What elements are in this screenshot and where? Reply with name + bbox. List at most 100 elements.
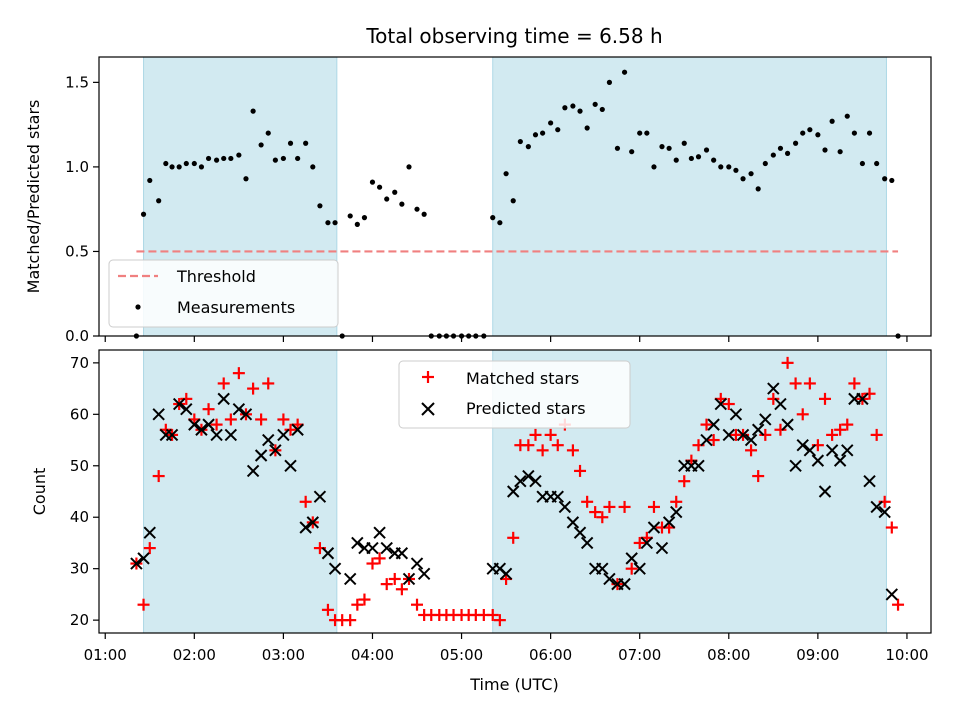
matched-star-point: [366, 557, 379, 570]
measurement-point: [163, 160, 169, 167]
count-panel: 20 30 40 50 60 70 01:00 02:00 03:00 04:00 05:00 06…: [30, 349, 932, 694]
predicted-star-point: [246, 464, 260, 478]
measurement-point: [695, 154, 702, 160]
shaded-interval: [492, 56, 887, 337]
matched-star-point: [143, 542, 156, 555]
predicted-star-point: [803, 444, 817, 457]
predicted-star-point: [781, 418, 794, 431]
predicted-star-point: [841, 444, 854, 457]
matched-star-point: [529, 428, 542, 441]
shaded-interval: [143, 349, 338, 634]
predicted-star-point: [306, 516, 319, 529]
bottom-y-axis-title: Count: [30, 468, 49, 516]
measurement-point: [295, 155, 301, 162]
predicted-star-point: [692, 459, 705, 472]
matched-star-point: [544, 428, 557, 441]
y-tick-label: 60: [70, 405, 89, 423]
predicted-star-point: [277, 428, 290, 442]
measurement-point: [406, 164, 412, 170]
matched-star-point: [358, 593, 371, 606]
measurement-point: [748, 171, 754, 177]
predicted-star-point: [514, 475, 527, 488]
measurement-point: [228, 155, 234, 162]
y-tick-label: 50: [70, 457, 89, 475]
predicted-star-point: [640, 536, 654, 550]
matched-star-point: [388, 572, 401, 585]
bottom-plot-frame: [98, 349, 932, 634]
matched-star-point: [507, 531, 520, 544]
matched-star-point: [826, 428, 839, 441]
measurement-point: [726, 164, 732, 170]
matched-star-point: [232, 367, 245, 380]
predicted-stars-points: [130, 382, 899, 601]
matched-star-point: [870, 428, 883, 441]
predicted-star-point: [202, 418, 215, 431]
legend-threshold-label: Threshold: [176, 267, 256, 286]
predicted-star-point: [410, 557, 424, 570]
matched-star-point: [581, 495, 594, 508]
predicted-star-point: [180, 402, 193, 416]
x-axis-title: Time (UTC): [469, 675, 558, 694]
predicted-star-point: [254, 449, 268, 462]
matched-star-point: [863, 387, 876, 400]
matched-star-point: [625, 562, 638, 575]
measurement-point: [497, 220, 503, 226]
matched-star-point: [767, 392, 780, 405]
measurement-point: [376, 184, 383, 190]
chart-title: Total observing time = 6.58 h: [365, 24, 662, 48]
predicted-star-point: [885, 588, 899, 601]
matched-star-point: [551, 439, 564, 452]
measurement-point: [510, 198, 516, 204]
measurement-point: [859, 160, 866, 167]
matched-star-point: [589, 506, 602, 519]
matched-star-point: [834, 423, 847, 436]
bottom-legend: Matched stars Predicted stars: [398, 360, 631, 429]
measurement-point: [414, 206, 420, 212]
measurement-point: [718, 164, 724, 170]
predicted-star-point: [130, 557, 143, 570]
x-tick-label: 04:00: [351, 646, 394, 664]
measurement-point: [673, 157, 679, 163]
bottom-x-axis: 01:00 02:00 03:00 04:00 05:00 06:00 07:00 08:00…: [84, 633, 929, 664]
measurement-point: [221, 155, 227, 162]
matched-star-point: [885, 521, 898, 534]
legend-measurements-swatch: [135, 304, 141, 310]
predicted-star-point: [811, 454, 825, 467]
predicted-star-point: [796, 438, 809, 452]
x-tick-label: 02:00: [173, 646, 216, 664]
predicted-star-point: [343, 572, 357, 586]
x-tick-label: 10:00: [885, 646, 928, 664]
measurement-point: [770, 152, 776, 158]
predicted-star-point: [137, 552, 150, 565]
y-tick-label: 1.0: [65, 158, 89, 176]
measurement-point: [681, 140, 687, 146]
predicted-star-point: [313, 490, 327, 503]
predicted-star-point: [507, 485, 520, 498]
matched-star-point: [262, 377, 275, 390]
measurement-point: [755, 186, 761, 192]
matched-star-point: [299, 495, 312, 508]
predicted-star-point: [395, 547, 409, 560]
measurement-point: [882, 176, 888, 182]
predicted-star-point: [878, 505, 891, 519]
measurement-point: [889, 177, 895, 184]
x-tick-label: 05:00: [440, 646, 483, 664]
measurement-point: [198, 164, 205, 170]
predicted-star-point: [232, 402, 246, 416]
measurement-point: [361, 215, 368, 221]
legend-predicted-swatch: [421, 402, 435, 416]
measurement-point: [287, 140, 294, 146]
predicted-star-point: [269, 444, 282, 457]
predicted-star-point: [825, 444, 839, 457]
matched-star-point: [284, 423, 297, 436]
matched-star-point: [841, 418, 854, 431]
measurement-point: [213, 157, 220, 163]
measurement-point: [540, 130, 546, 136]
matched-star-point: [700, 418, 713, 431]
predicted-star-point: [744, 433, 758, 447]
predicted-star-point: [670, 505, 683, 519]
matched-star-point: [596, 511, 609, 524]
predicted-star-point: [291, 423, 304, 436]
legend-matched-swatch: [422, 371, 434, 383]
measurement-point: [332, 220, 338, 226]
